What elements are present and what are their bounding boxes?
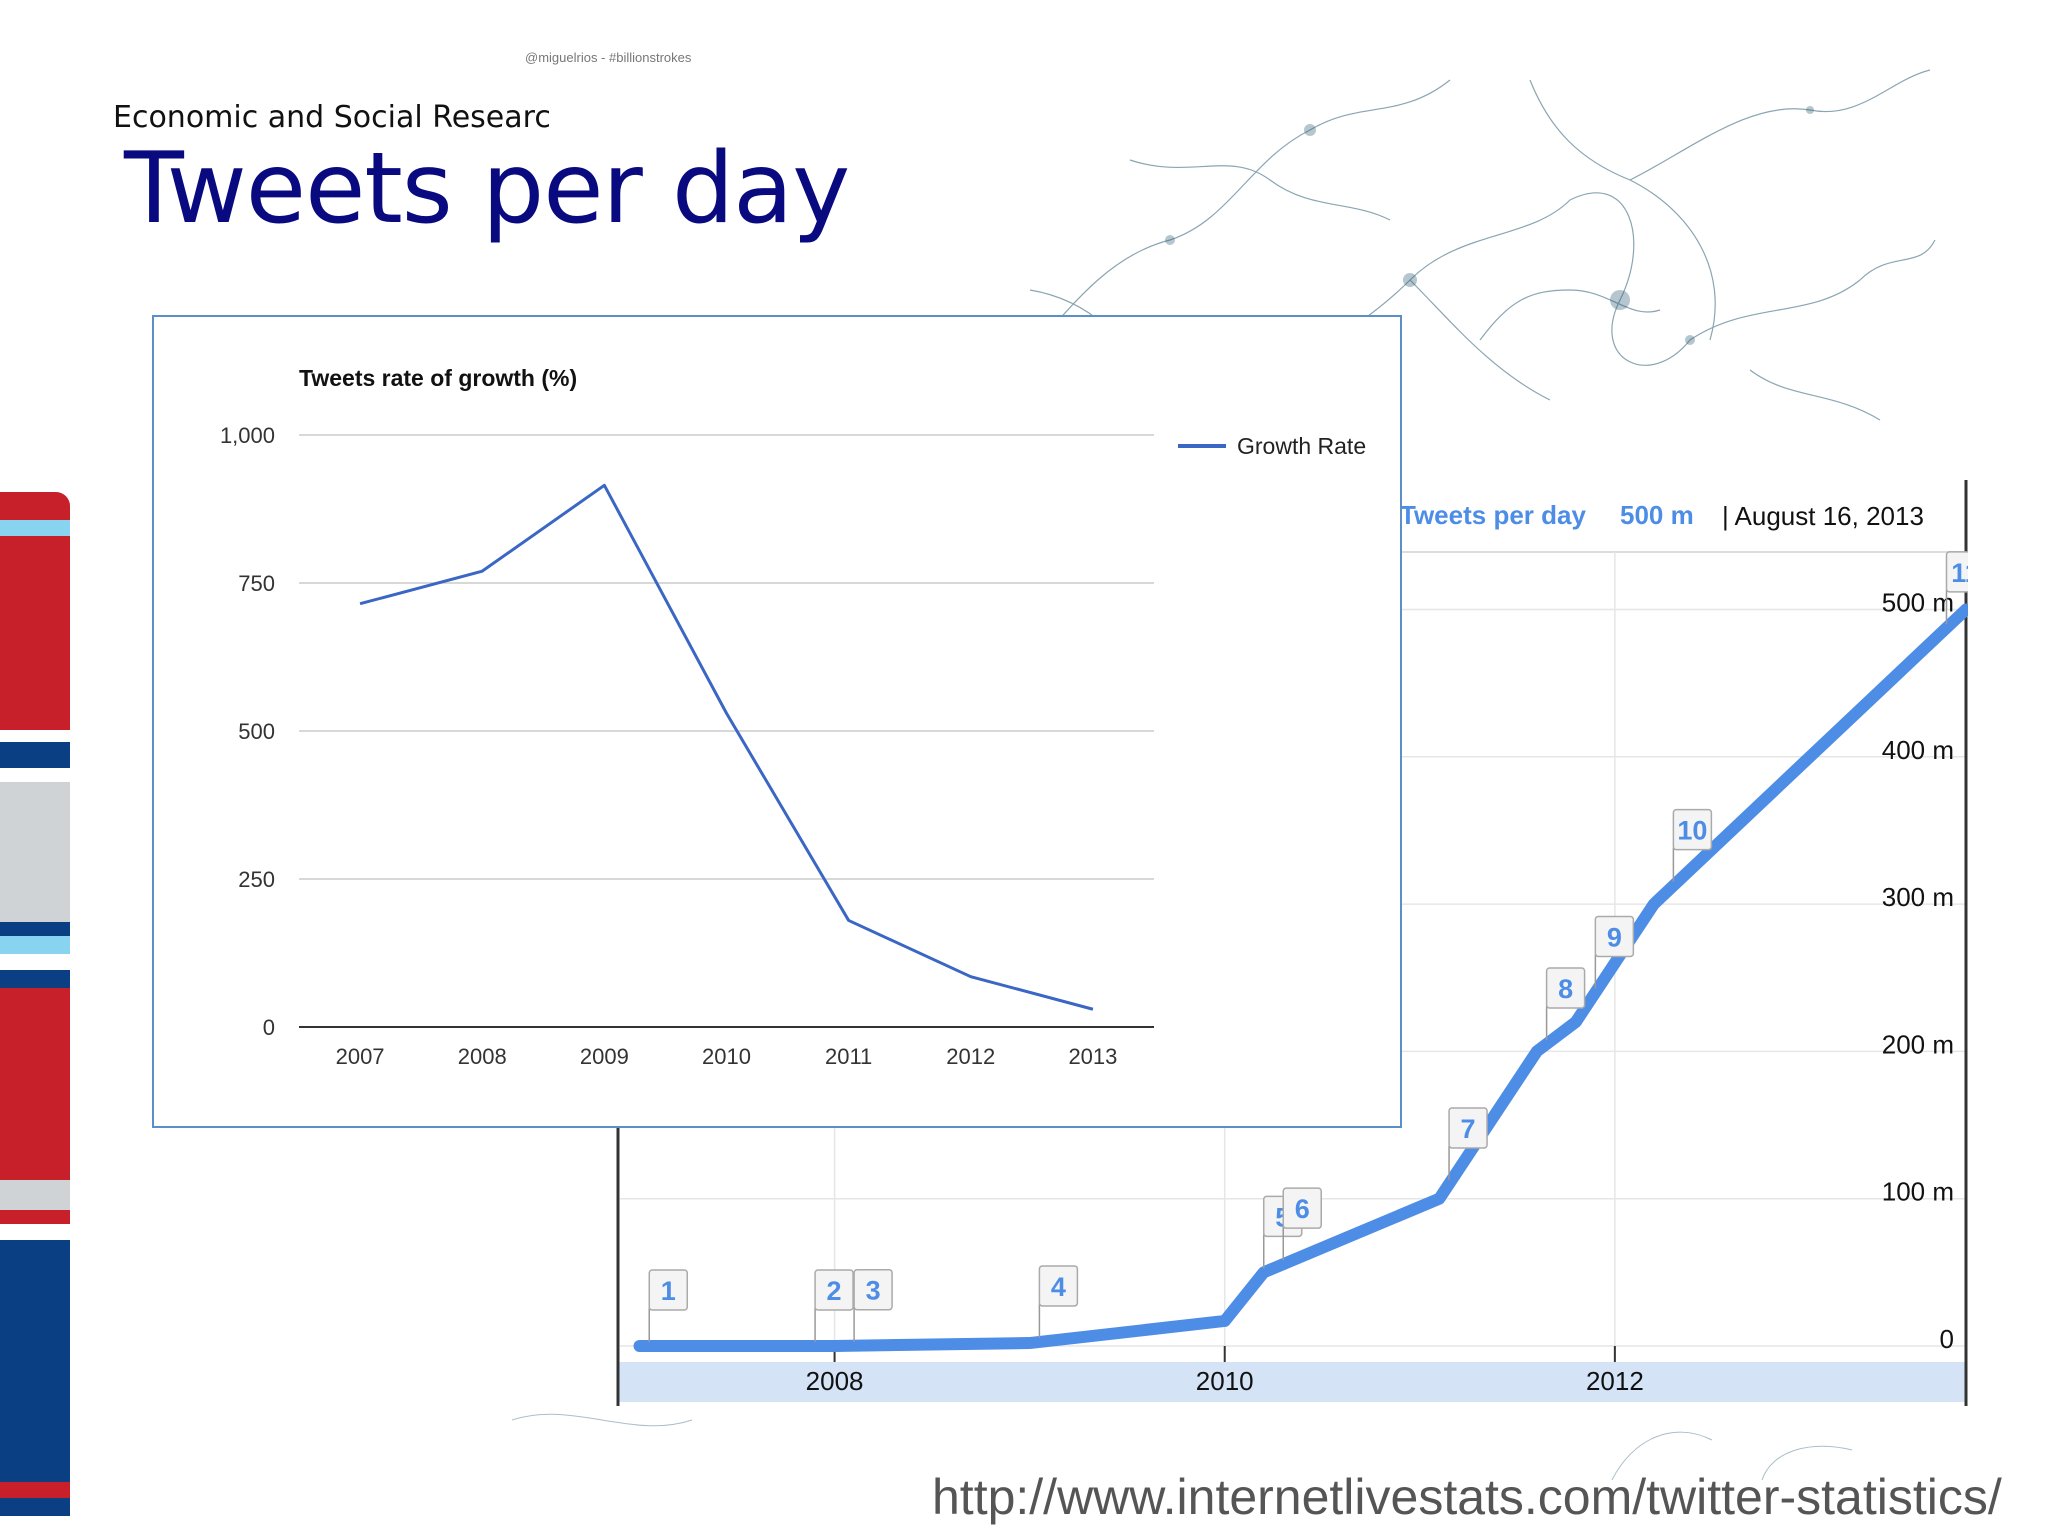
event-marker[interactable]: 7 [1448, 1107, 1488, 1180]
event-marker-label: 10 [1677, 816, 1707, 846]
source-url: http://www.internetlivestats.com/twitter… [932, 1469, 2002, 1525]
event-marker[interactable]: 8 [1545, 967, 1586, 1041]
chart-title: Tweets rate of growth (%) [299, 365, 577, 391]
y-tick-label: 200 m [1882, 1029, 1954, 1059]
x-tick-label: 2009 [580, 1044, 629, 1069]
x-tick-label: 2010 [702, 1044, 751, 1069]
event-marker-label: 11 [1951, 558, 1968, 588]
event-marker[interactable]: 4 [1038, 1265, 1079, 1338]
y-tick-label: 0 [263, 1015, 275, 1040]
time-band [618, 1362, 1966, 1402]
event-marker-label: 3 [866, 1276, 881, 1306]
event-marker-label: 8 [1558, 974, 1573, 1004]
x-tick-label: 2011 [825, 1044, 872, 1069]
event-marker[interactable]: 10 [1672, 808, 1713, 882]
growth-rate-panel: Tweets rate of growth (%) 0 250 500 750 1,00… [152, 315, 1402, 1128]
decorative-stripe-bar [0, 492, 70, 1536]
x-tick-label: 2013 [1068, 1044, 1117, 1069]
x-tick-label: 2008 [458, 1044, 507, 1069]
photo-credit: @miguelrios - #billionstrokes [525, 50, 692, 65]
growth-rate-chart: Tweets rate of growth (%) 0 250 500 750 1,00… [220, 365, 1366, 1069]
event-marker-label: 2 [827, 1276, 842, 1306]
event-marker-label: 4 [1051, 1272, 1066, 1302]
x-tick-label: 2008 [806, 1366, 864, 1396]
y-tick-label: 500 [238, 719, 275, 744]
header-value: 500 m [1620, 500, 1694, 530]
x-tick-label: 2012 [946, 1044, 995, 1069]
map-background-bottom [512, 1413, 1853, 1480]
event-marker[interactable]: 1 [648, 1269, 689, 1342]
header-date: | August 16, 2013 [1722, 501, 1924, 531]
x-tick-label: 2010 [1196, 1366, 1254, 1396]
event-marker[interactable]: 6 [1282, 1187, 1322, 1261]
x-tick-label: 2012 [1586, 1366, 1644, 1396]
event-marker[interactable]: 2 [814, 1269, 854, 1342]
y-tick-label: 400 m [1882, 735, 1954, 765]
growth-rate-line [359, 483, 1094, 1011]
tweets-per-day-chart: Tweets per day 500 m | August 16, 2013 2… [614, 480, 1986, 1406]
legend-label: Growth Rate [1237, 433, 1366, 459]
y-tick-label: 300 m [1882, 882, 1954, 912]
event-marker[interactable]: 9 [1594, 915, 1635, 989]
event-marker-label: 6 [1295, 1194, 1310, 1224]
x-tick-label: 2007 [336, 1044, 385, 1069]
event-marker-label: 1 [661, 1276, 676, 1306]
y-tick-label: 100 m [1882, 1177, 1954, 1207]
y-tick-label: 750 [238, 571, 275, 596]
event-marker-label: 9 [1607, 922, 1622, 952]
organization-label: Economic and Social Researc [113, 100, 551, 135]
event-marker-label: 7 [1461, 1114, 1476, 1144]
event-marker[interactable]: 3 [853, 1268, 893, 1342]
y-tick-label: 1,000 [220, 423, 275, 448]
y-tick-label: 500 m [1882, 587, 1954, 617]
y-tick-label: 0 [1940, 1324, 1954, 1354]
slide-title: Tweets per day [124, 132, 850, 246]
y-tick-label: 250 [238, 867, 275, 892]
daily-tweets-line [633, 603, 1972, 1352]
header-title: Tweets per day [1400, 500, 1586, 530]
